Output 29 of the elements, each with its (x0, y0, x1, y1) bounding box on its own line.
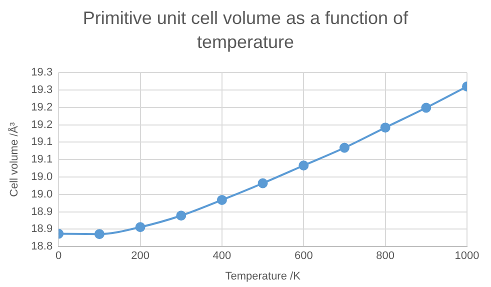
y-tick-label: 19.3 (31, 84, 53, 96)
y-tick-label: 19.2 (31, 118, 53, 131)
y-tick-label: 18.8 (31, 240, 53, 253)
y-tick-label: 19.0 (31, 171, 53, 184)
y-tick-label: 18.9 (31, 206, 53, 218)
x-tick-label: 600 (294, 250, 313, 262)
y-tick-label: 19.1 (31, 136, 53, 148)
point (339, 142, 350, 153)
x-tick-label: 400 (212, 250, 232, 262)
x-tick-label: 800 (376, 250, 394, 262)
y-tick-label: 19.0 (31, 188, 53, 200)
y-tick-label: 19.2 (31, 101, 53, 114)
x-tick-label: 0 (56, 250, 62, 262)
x-tick-label: 200 (131, 250, 150, 262)
x-tick-label: 1000 (454, 250, 480, 262)
y-tick-label: 19.3 (31, 66, 53, 79)
x-axis-title: Temperature /K (225, 270, 302, 282)
point (176, 210, 186, 221)
point (135, 222, 146, 232)
point (380, 122, 390, 133)
point (216, 194, 227, 205)
y-tick-label: 19.1 (31, 154, 53, 166)
point (421, 102, 432, 113)
point (94, 229, 104, 240)
chart-title: Primitive unit cell volume as a function of temperature (82, 7, 410, 54)
y-tick-label: 18.9 (31, 223, 53, 236)
y-axis-title: Cell volume /Å³ (8, 122, 21, 197)
point (298, 160, 309, 171)
point (258, 178, 268, 188)
